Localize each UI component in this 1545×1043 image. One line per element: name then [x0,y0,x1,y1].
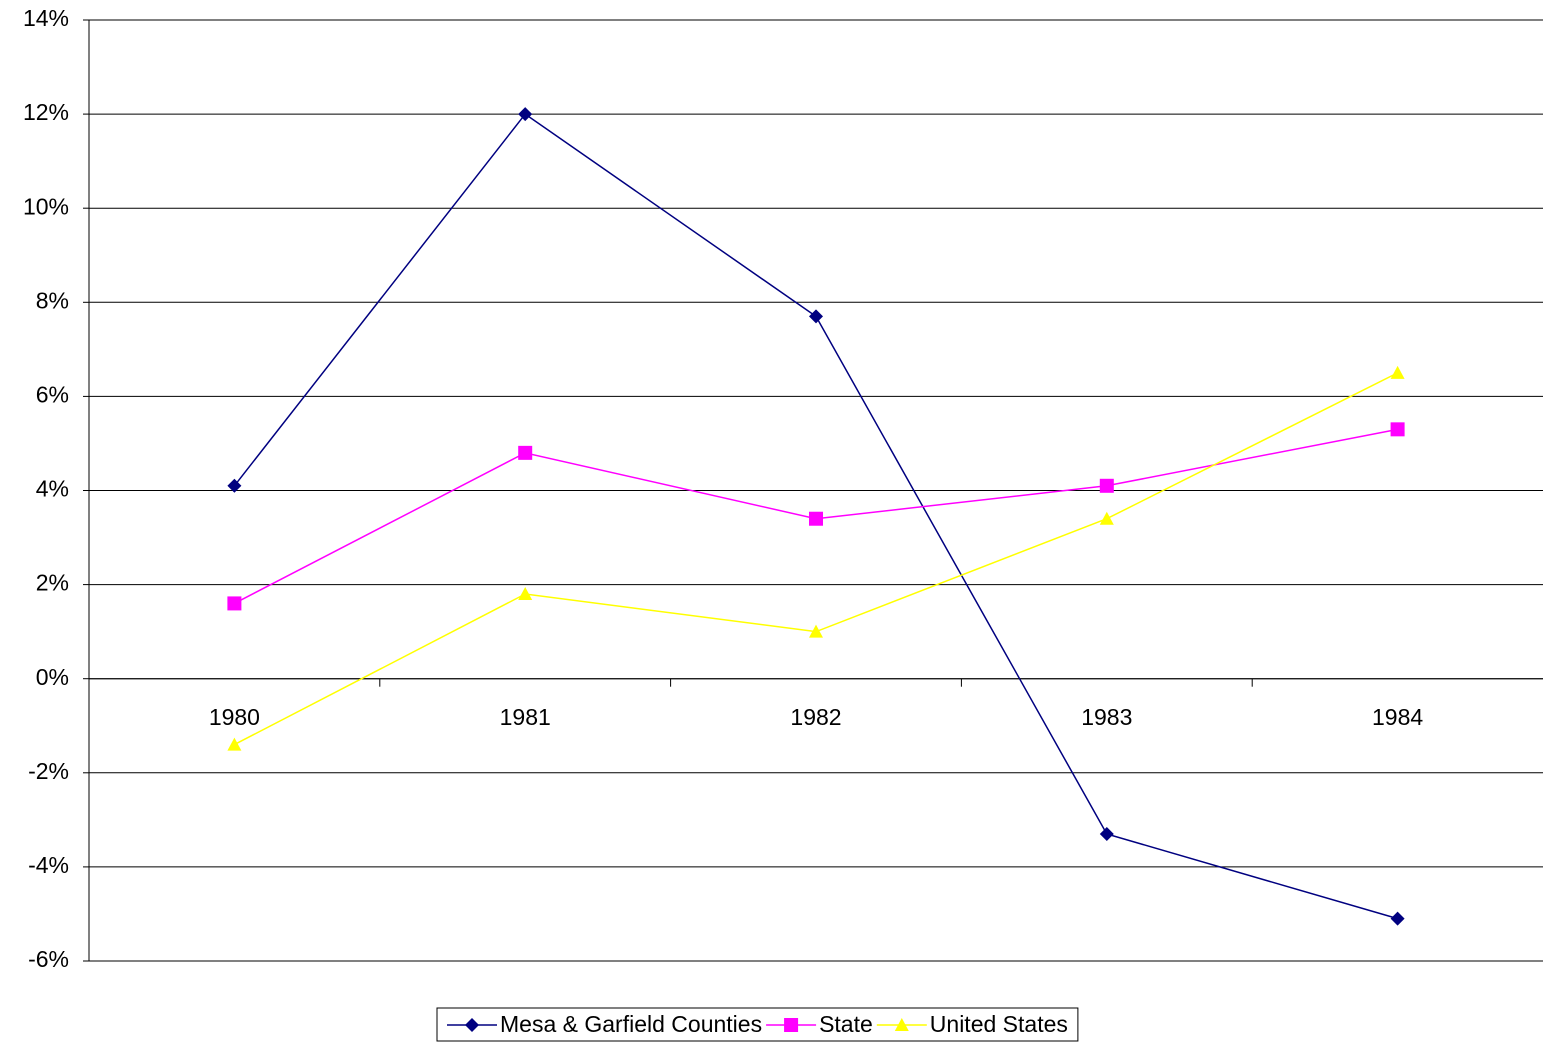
y-tick-label: 0% [36,664,69,690]
y-tick-label: 12% [23,99,69,125]
legend-label: United States [930,1011,1068,1037]
marker [894,1018,909,1031]
x-tick-label: 1984 [1372,704,1423,730]
x-tick-label: 1981 [500,704,551,730]
y-tick-label: 4% [36,476,69,502]
legend: Mesa & Garfield Counties State United Stat… [436,1007,1079,1042]
marker [1099,826,1114,841]
marker [227,737,242,751]
x-tick-label: 1982 [790,704,841,730]
marker [809,511,823,526]
y-tick-label: 6% [36,381,69,407]
marker [518,445,533,460]
y-tick-label: -6% [28,946,69,972]
marker [227,596,242,611]
marker [1099,478,1114,493]
marker [518,107,533,122]
y-tick-label: 10% [23,193,69,219]
y-tick-label: 14% [23,5,69,31]
y-tick-label: 8% [36,287,69,313]
marker [809,624,823,638]
marker [1390,911,1405,926]
marker [1099,511,1114,525]
series-line [234,372,1398,746]
legend-label: State [819,1011,873,1037]
marker [465,1018,479,1032]
marker [809,309,823,324]
x-tick-label: 1980 [209,704,260,730]
marker [1390,422,1405,437]
x-tick-label: 1983 [1081,704,1132,730]
y-tick-label: -2% [28,758,69,784]
marker [784,1018,799,1032]
legend-label: Mesa & Garfield Counties [500,1011,762,1037]
legend-box [436,1007,1079,1042]
marker [1390,365,1405,379]
marker [227,478,242,493]
y-tick-label: 2% [36,570,69,596]
y-tick-label: -4% [28,852,69,878]
marker [518,587,533,601]
